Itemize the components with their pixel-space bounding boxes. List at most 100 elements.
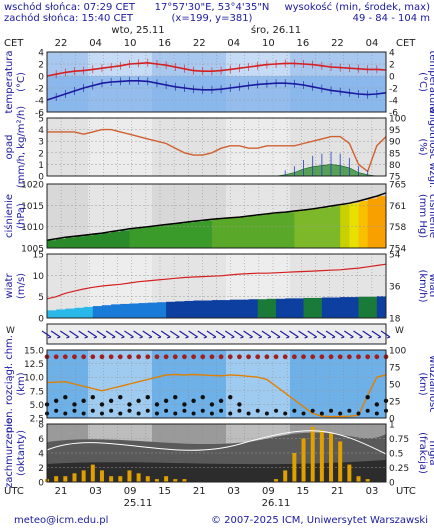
cloud-ytick-right-1: 0.75 [389,435,409,445]
top-tick-5: 04 [227,38,240,49]
wind-avg-bar-28 [303,297,314,318]
wind-arrow-29 [307,330,318,338]
pressure-fill-3 [74,236,85,248]
pressure-fill-4 [83,235,94,248]
visibility-top-dot-35 [365,354,371,360]
visibility-top-dot-10 [136,354,142,360]
cloud-fog-bar-5 [90,464,95,482]
visibility-border [46,349,387,419]
cloud-fog-bar-34 [356,476,361,482]
visibility-mid-dot-1 [53,398,59,403]
temperature-ylabel-right: temperatura [427,50,434,113]
visibility-top-dot-20 [227,354,233,360]
wind-arrow-27 [289,330,299,338]
grid-text: (x=199, y=381) [172,13,253,24]
wind-arrow-35 [362,330,372,338]
cloud-fog-bar-7 [109,476,114,482]
temperature-unit-right: (°C) [417,72,428,92]
wind-arrow-37 [380,330,391,338]
temperature-series-0 [46,61,387,77]
wind-arrow-28 [298,330,308,338]
bottom-tick-8: 21 [331,486,344,497]
bottom-day-0: 25.11 [124,498,153,509]
visibility-low-dot-2 [63,411,68,416]
precipitation-daylight-1 [226,118,290,176]
wind-arrowhead-28 [304,336,308,339]
wind-ylabel-right: wiatr [427,273,434,299]
temperature-ytick-left-1: 2 [38,61,44,71]
wind-avg-bar-15 [184,300,194,318]
wind-arrowhead-25 [276,336,281,339]
visibility-mid-dot-21 [237,402,242,407]
visibility-low-dot-35 [365,408,370,413]
wind-arrowhead-32 [341,336,345,339]
wind-arrow-13 [160,330,171,338]
pressure-ytick-right-0: 765 [389,181,406,191]
visibility-top-dot-27 [291,354,297,360]
wind-arrow-17 [197,330,208,338]
visibility-low-dot-21 [237,408,242,413]
top-tick-4: 22 [193,38,206,49]
visibility-mid-dot-5 [90,394,96,400]
cloud-fog-bar-29 [310,426,315,482]
wind-avg-bar-26 [285,298,295,318]
bottom-tick-6: 09 [262,486,275,497]
wind-border [46,253,387,319]
wind-avg-bar-30 [321,297,332,318]
pressure-fill-8 [120,230,130,248]
pressure-fill-22 [248,216,259,248]
visibility-ytick-left-4: 5.0 [30,401,45,411]
cloud-fog-bar-32 [338,441,343,482]
cloud-fog-bar-13 [164,476,169,482]
visibility-low-dot-5 [90,408,95,413]
wind-avg-bar-27 [294,298,304,318]
top-tick-6: 10 [262,38,275,49]
pressure-fill-6 [101,233,112,248]
cloud-fog-bar-27 [292,453,297,482]
precipitation-ytick-right-1: 95 [389,126,400,136]
visibility-top-dot-22 [246,354,251,360]
cloud-fog-bar-15 [182,479,187,482]
visibility-low-dot-22 [246,411,251,416]
wind-arrow-31 [325,330,336,338]
wind-avg-bar-24 [266,298,277,318]
pressure-fill-9 [129,228,140,248]
pressure-fill-26 [285,212,295,248]
visibility-mid-dot-19 [218,398,224,403]
pressure-fill-10 [138,227,149,248]
pressure-fill-18 [211,219,222,248]
cloud-fog-bar-3 [72,473,77,482]
cloud-fog-bar-6 [99,470,104,482]
visibility-top-dot-5 [90,354,96,360]
wind-avg-bar-34 [358,296,369,318]
visibility-mid-dot-18 [209,402,215,407]
visibility-ytick-left-1: 12.5 [24,360,44,370]
wind-arrow-34 [353,330,363,338]
visibility-top-dot-14 [172,354,178,360]
wind-avg-bar-25 [276,298,286,318]
precipitation-ytick-left-4: 1 [38,161,44,171]
bottom-tick-1: 03 [89,486,102,497]
wind-avg-bar-17 [202,300,213,318]
visibility-top-dot-30 [319,354,325,360]
visibility-top-dot-13 [163,354,169,360]
wind-arrow-23 [252,330,263,338]
pressure-ytick-left-2: 1010 [21,223,44,233]
top-tick-0: 22 [55,38,68,49]
wind-avg-bar-22 [248,299,259,318]
cloud-fog-bar-35 [365,479,370,482]
cloud-fog-bar-31 [329,432,334,482]
cloud-ytick-left-0: 8 [38,421,44,431]
wind-avg-bar-18 [211,300,222,318]
pressure-fill-17 [202,220,213,248]
pressure-fill-23 [257,214,268,248]
wind-arrowhead-6 [102,336,107,339]
pressure-fill-16 [193,221,204,248]
visibility-top-dot-24 [264,354,270,360]
wind-arrow-3 [69,330,79,338]
cloud-fog-bar-11 [145,476,150,482]
pressure-fill-34 [358,201,369,248]
visibility-ytick-right-1: 75 [389,364,400,374]
visibility-mid-dot-8 [118,394,123,400]
cloud-fog-bar-9 [127,470,132,482]
